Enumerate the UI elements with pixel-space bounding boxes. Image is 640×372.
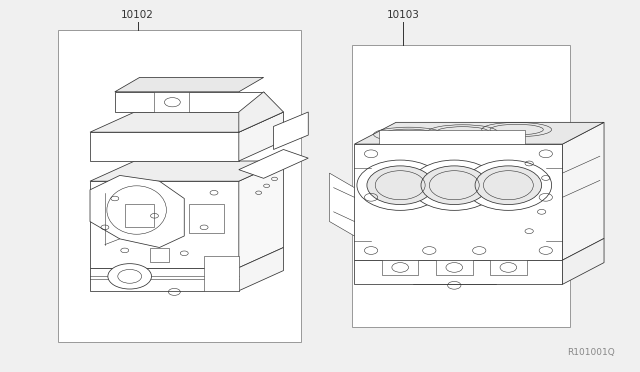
Polygon shape [436,260,472,275]
Circle shape [411,160,497,211]
Polygon shape [382,260,419,275]
Polygon shape [355,260,563,284]
Polygon shape [355,122,604,144]
Polygon shape [239,161,284,268]
Polygon shape [90,268,239,291]
Bar [58,30,301,342]
Circle shape [475,166,541,205]
Polygon shape [90,161,284,181]
Circle shape [421,166,488,205]
Bar [352,45,570,327]
Polygon shape [490,260,527,275]
Polygon shape [154,92,189,112]
Polygon shape [239,150,308,178]
Polygon shape [90,112,284,132]
Polygon shape [380,129,525,144]
Polygon shape [239,112,284,161]
Circle shape [108,264,152,289]
Text: 10103: 10103 [387,10,420,20]
Circle shape [367,166,433,205]
Text: R101001Q: R101001Q [566,348,614,357]
Polygon shape [90,181,239,268]
Polygon shape [563,122,604,260]
Polygon shape [239,92,284,132]
Circle shape [465,160,552,211]
Polygon shape [115,77,264,92]
Polygon shape [204,256,239,291]
Circle shape [357,160,444,211]
Polygon shape [355,144,563,260]
Polygon shape [90,132,239,161]
Polygon shape [115,92,264,112]
Polygon shape [273,112,308,150]
Polygon shape [330,173,355,236]
Polygon shape [563,238,604,284]
Polygon shape [239,247,284,291]
Polygon shape [90,176,184,247]
Text: 10102: 10102 [121,10,154,20]
